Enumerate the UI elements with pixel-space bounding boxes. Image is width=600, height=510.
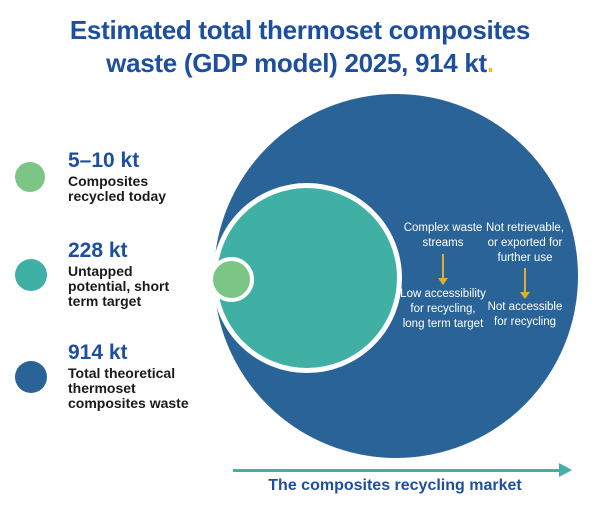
title-line-2: waste (GDP model) 2025, 914 kt [106, 48, 487, 78]
legend-value: 5–10 kt [68, 149, 140, 172]
venn-inner-circle-recycled-today [209, 257, 254, 302]
arrow-shaft [442, 254, 444, 278]
chart-title: Estimated total thermoset composites was… [0, 14, 600, 80]
legend-label: Total theoretical thermoset composites w… [68, 365, 189, 411]
legend-item-recycled-today: 5–10 kt Composites recycled today [15, 150, 166, 204]
annotation-not-retrievable: Not retrievable, or exported for further… [486, 222, 564, 264]
legend-value: 228 kt [68, 239, 128, 262]
legend-text: 5–10 kt Composites recycled today [68, 150, 166, 204]
legend-value: 914 kt [68, 341, 128, 364]
down-arrow-icon [463, 268, 587, 299]
legend-label: Untapped potential, short term target [68, 263, 170, 309]
arrow-head [520, 292, 530, 299]
market-axis-arrow-line [233, 469, 560, 472]
arrow-shaft [524, 268, 526, 292]
legend-swatch-green-circle [15, 162, 45, 192]
legend-text: 914 kt Total theoretical thermoset compo… [68, 342, 189, 411]
legend-item-untapped-potential: 228 kt Untapped potential, short term ta… [15, 240, 169, 309]
legend-text: 228 kt Untapped potential, short term ta… [68, 240, 169, 309]
title-line-1: Estimated total thermoset composites [69, 15, 531, 45]
annotation-complex-waste-streams: Complex waste streams [403, 222, 483, 249]
annotation-not-accessible: Not accessible for recycling [487, 301, 563, 328]
annotation-low-accessibility: Low accessibility for recycling, long te… [400, 288, 486, 330]
legend-item-total-theoretical: 914 kt Total theoretical thermoset compo… [15, 342, 189, 411]
title-accent-dot: . [486, 48, 494, 78]
legend-label: Composites recycled today [68, 173, 167, 204]
right-arrow-head-icon [559, 463, 572, 477]
legend-swatch-blue-circle [15, 360, 47, 393]
down-arrow-icon [381, 254, 505, 285]
arrow-head [438, 278, 448, 285]
market-axis-label: The composites recycling market [268, 477, 522, 494]
legend-swatch-teal-circle [15, 258, 47, 291]
